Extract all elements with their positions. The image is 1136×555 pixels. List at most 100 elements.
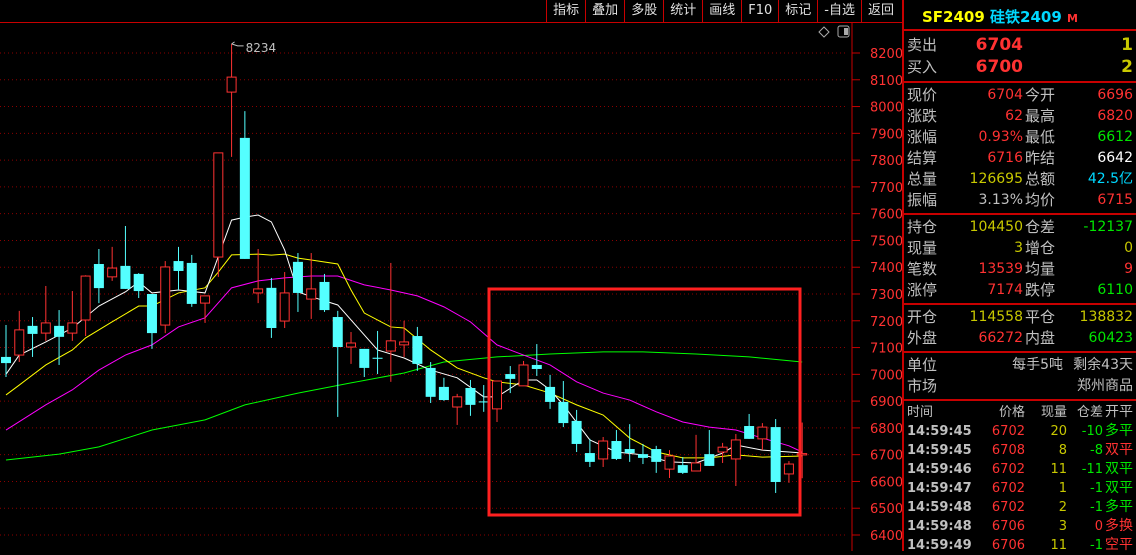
stat-label: 平仓 bbox=[1025, 308, 1056, 326]
candle-body-up bbox=[40, 322, 51, 334]
bid-row: 买入 6700 2 bbox=[904, 56, 1136, 78]
stat-label: 增仓 bbox=[1025, 239, 1056, 257]
toolbar-button[interactable]: F10 bbox=[741, 0, 778, 22]
stat-row: 现价 6704 今开 6696 bbox=[904, 85, 1136, 106]
tick-type: 多平 bbox=[1105, 423, 1133, 439]
position-stats: 持仓 104450 仓差 -12137 现量 3 增仓 0 笔数 13539 均量 9 涨停 7174 跌停… bbox=[904, 215, 1136, 305]
stat-label: 涨跌 bbox=[907, 107, 938, 125]
candle-body-up bbox=[664, 455, 675, 470]
stat-label: 今开 bbox=[1025, 86, 1056, 104]
tick-volume: 1 bbox=[1058, 481, 1067, 496]
toolbar: 指标 叠加 多股 统计 画线 F10 标记 -自选 返回 bbox=[0, 0, 902, 23]
toolbar-button[interactable]: 统计 bbox=[663, 0, 702, 22]
candle-body-down bbox=[611, 441, 622, 459]
tick-price: 6706 bbox=[991, 538, 1025, 553]
tick-price: 6702 bbox=[991, 500, 1025, 515]
candle-body-down bbox=[651, 449, 662, 462]
tick-column-header: 时间 bbox=[907, 405, 934, 420]
tick-time: 14:59:48 bbox=[907, 500, 972, 515]
tick-volume: 2 bbox=[1058, 500, 1067, 515]
stat-label: 涨幅 bbox=[907, 128, 938, 146]
y-tick-label: 6600 bbox=[870, 475, 902, 490]
stat-label: 现价 bbox=[907, 86, 938, 104]
tick-time: 14:59:46 bbox=[907, 462, 972, 477]
candle-body-down bbox=[146, 294, 157, 334]
stat-value: 6696 bbox=[1097, 87, 1133, 103]
stat-value: 62 bbox=[1005, 108, 1023, 124]
candle-body-down bbox=[412, 336, 423, 364]
contract-name: 硅铁2409 bbox=[990, 8, 1062, 26]
candlestick-chart[interactable]: 8200 8100 8000 7900 7800 7700 7600 7500 7400 7300… bbox=[0, 23, 902, 551]
toolbar-button[interactable]: 叠加 bbox=[585, 0, 624, 22]
candle-body-down bbox=[27, 325, 38, 334]
tick-type: 双平 bbox=[1105, 461, 1133, 477]
stat-label: 涨停 bbox=[907, 281, 938, 299]
candle-body-up bbox=[80, 275, 91, 321]
stat-label: 昨结 bbox=[1025, 149, 1056, 167]
tick-oi-change: -1 bbox=[1090, 481, 1103, 496]
bid-label: 买入 bbox=[907, 58, 938, 76]
toolbar-button[interactable]: 标记 bbox=[778, 0, 817, 22]
stat-value: 6704 bbox=[987, 87, 1023, 103]
market-label: 市场 bbox=[907, 377, 938, 395]
stat-row: 涨幅 0.93% 最低 6612 bbox=[904, 127, 1136, 148]
candle-body-down bbox=[332, 317, 343, 348]
stat-value: 66272 bbox=[978, 330, 1023, 346]
toolbar-button[interactable]: 返回 bbox=[860, 0, 900, 22]
candle-body-up bbox=[107, 267, 118, 278]
candle-body-up bbox=[306, 288, 317, 300]
candle-body-up bbox=[452, 396, 463, 408]
main-contract-flag: M bbox=[1067, 12, 1078, 25]
candle-body-down bbox=[319, 281, 330, 311]
stat-label: 振幅 bbox=[907, 191, 938, 209]
stat-row: 笔数 13539 均量 9 bbox=[904, 259, 1136, 280]
toolbar-button[interactable]: -自选 bbox=[817, 0, 861, 22]
stat-value: 6642 bbox=[1097, 150, 1133, 166]
candle-body-up bbox=[279, 292, 290, 322]
market-value: 郑州商品 bbox=[1077, 378, 1133, 394]
ask-label: 卖出 bbox=[907, 36, 938, 54]
candle-body-down bbox=[54, 325, 65, 337]
candle-body-up bbox=[491, 380, 502, 410]
tick-volume: 8 bbox=[1058, 443, 1067, 458]
candle-body-down bbox=[744, 426, 755, 439]
toolbar-button[interactable]: 画线 bbox=[702, 0, 741, 22]
tick-column-header: 开平 bbox=[1105, 404, 1133, 420]
tick-oi-change: -1 bbox=[1090, 500, 1103, 515]
candle-body-down bbox=[584, 453, 595, 462]
market-row: 市场 郑州商品 bbox=[904, 376, 1136, 397]
candle-body-down bbox=[120, 265, 131, 289]
y-tick-label: 7000 bbox=[870, 368, 902, 383]
toolbar-button[interactable]: 指标 bbox=[546, 0, 585, 22]
candle-body-down bbox=[558, 401, 569, 424]
y-tick-label: 7800 bbox=[870, 154, 902, 169]
tick-type: 多平 bbox=[1105, 499, 1133, 515]
tick-time: 14:59:45 bbox=[907, 443, 972, 458]
stat-label: 均价 bbox=[1025, 191, 1056, 209]
stat-value: 6110 bbox=[1097, 282, 1133, 298]
candle-body-down bbox=[677, 465, 688, 473]
diamond-icon bbox=[818, 26, 830, 38]
candle-body-up bbox=[518, 364, 529, 387]
unit-row: 单位 每手5吨 剩余43天 bbox=[904, 355, 1136, 376]
y-tick-label: 6400 bbox=[870, 529, 902, 544]
stat-value: 0.93% bbox=[978, 129, 1023, 145]
tick-volume: 11 bbox=[1050, 538, 1067, 553]
stat-label: 跌停 bbox=[1025, 281, 1056, 299]
stat-row: 现量 3 增仓 0 bbox=[904, 238, 1136, 259]
stat-value: 3 bbox=[1014, 240, 1023, 256]
tick-row: 14:59:45 6708 8 -8 双平 bbox=[904, 441, 1136, 460]
toolbar-button[interactable]: 多股 bbox=[624, 0, 663, 22]
stat-value: 6612 bbox=[1097, 129, 1133, 145]
bid-price: 6700 bbox=[975, 57, 1023, 77]
y-tick-label: 8200 bbox=[870, 47, 902, 62]
candle-body-up bbox=[783, 463, 794, 475]
stat-label: 最低 bbox=[1025, 128, 1056, 146]
ma20-line bbox=[5, 275, 803, 453]
tick-time: 14:59:45 bbox=[907, 424, 972, 439]
tick-header: 时间 价格 现量 仓差 开平 bbox=[904, 403, 1136, 422]
stat-row: 涨跌 62 最高 6820 bbox=[904, 106, 1136, 127]
ask-volume: 1 bbox=[1121, 35, 1133, 55]
tick-price: 6702 bbox=[991, 481, 1025, 496]
panel-toggle-icon bbox=[837, 25, 850, 38]
